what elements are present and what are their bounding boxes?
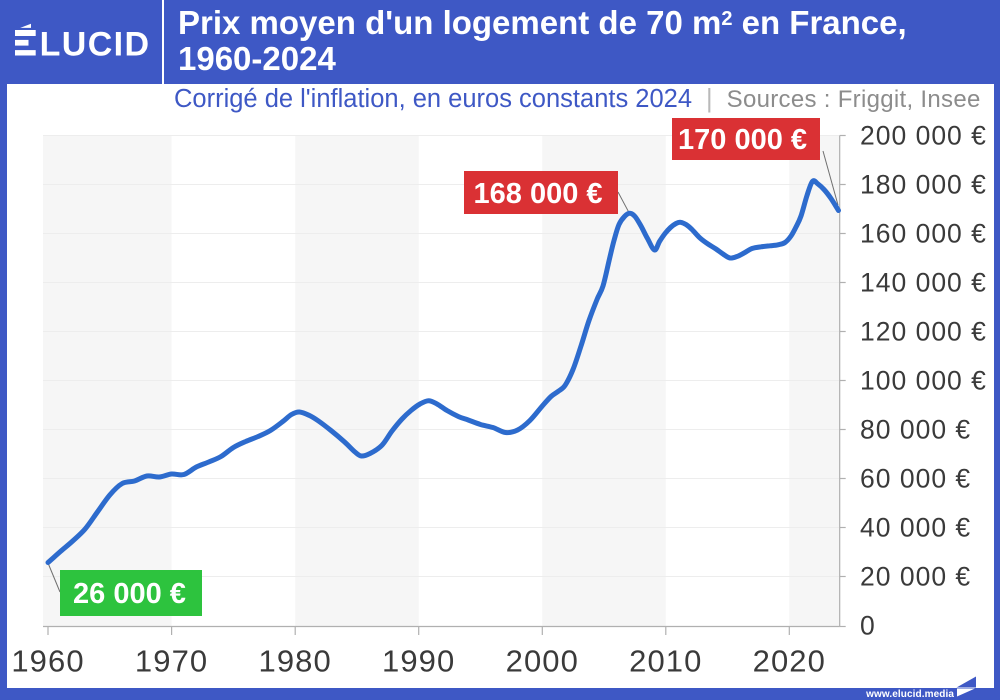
svg-text:100 000 €: 100 000 € xyxy=(860,366,987,396)
svg-text:160 000 €: 160 000 € xyxy=(860,219,987,249)
svg-text:1970: 1970 xyxy=(135,644,208,679)
svg-text:0: 0 xyxy=(860,611,876,641)
svg-text:60 000 €: 60 000 € xyxy=(860,464,971,494)
svg-text:40 000 €: 40 000 € xyxy=(860,513,971,543)
svg-text:180 000 €: 180 000 € xyxy=(860,170,987,200)
svg-text:2000: 2000 xyxy=(506,644,579,679)
svg-text:200 000 €: 200 000 € xyxy=(860,121,987,151)
svg-text:168 000 €: 168 000 € xyxy=(474,178,603,210)
svg-text:1980: 1980 xyxy=(259,644,332,679)
svg-text:1990: 1990 xyxy=(382,644,455,679)
svg-text:140 000 €: 140 000 € xyxy=(860,268,987,298)
svg-text:LUCID: LUCID xyxy=(40,26,151,59)
svg-text:1960: 1960 xyxy=(11,644,84,679)
svg-text:26 000 €: 26 000 € xyxy=(73,578,186,610)
svg-text:2010: 2010 xyxy=(629,644,702,679)
svg-text:80 000 €: 80 000 € xyxy=(860,415,971,445)
svg-text:120 000 €: 120 000 € xyxy=(860,317,987,347)
svg-text:2020: 2020 xyxy=(753,644,826,679)
svg-text:170 000 €: 170 000 € xyxy=(678,124,807,156)
svg-text:20 000 €: 20 000 € xyxy=(860,562,971,592)
